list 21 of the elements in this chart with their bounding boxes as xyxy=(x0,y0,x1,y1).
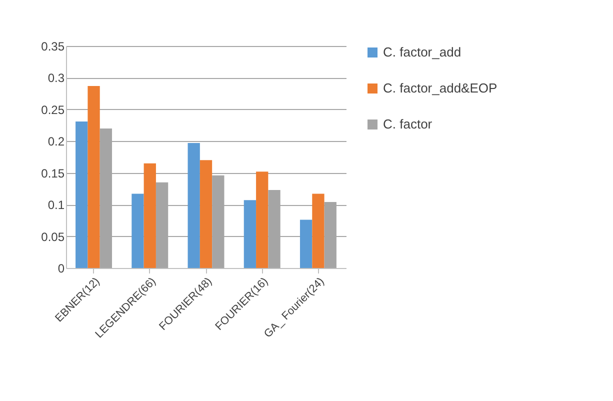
legend-label: C. factor_add xyxy=(383,44,462,60)
y-tick-label: 0 xyxy=(58,262,65,276)
legend-label: C. factor xyxy=(383,116,433,132)
bar xyxy=(132,194,144,268)
bar xyxy=(144,163,156,268)
bar xyxy=(200,160,212,268)
y-tick-label: 0.3 xyxy=(48,71,65,86)
y-tick-label: 0.05 xyxy=(41,230,65,244)
bar xyxy=(256,172,268,268)
bar xyxy=(312,194,324,268)
y-tick-label: 0.1 xyxy=(48,198,65,212)
bar xyxy=(88,86,100,268)
legend-label: C. factor_add&EOP xyxy=(383,80,498,96)
y-tick-label: 0.2 xyxy=(48,134,65,149)
bar xyxy=(188,143,200,268)
bar xyxy=(76,121,88,268)
bar xyxy=(244,200,256,268)
bar xyxy=(300,220,312,268)
y-tick-label: 0.25 xyxy=(41,102,65,117)
y-tick-label: 0.35 xyxy=(41,40,65,54)
y-tick-label: 0.15 xyxy=(41,166,65,180)
